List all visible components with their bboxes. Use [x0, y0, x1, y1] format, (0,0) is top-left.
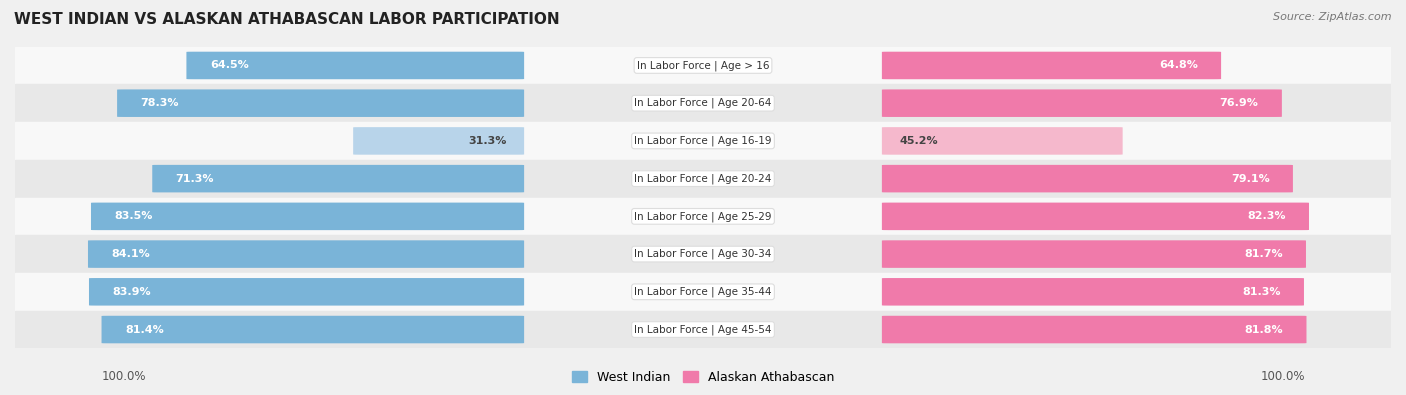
Legend: West Indian, Alaskan Athabascan: West Indian, Alaskan Athabascan	[567, 366, 839, 389]
FancyBboxPatch shape	[882, 240, 1306, 268]
Bar	[15, 47, 1391, 84]
Text: In Labor Force | Age 20-64: In Labor Force | Age 20-64	[634, 98, 772, 109]
Text: 81.8%: 81.8%	[1244, 325, 1284, 335]
Text: 45.2%: 45.2%	[900, 136, 938, 146]
Text: 71.3%: 71.3%	[176, 174, 214, 184]
Text: WEST INDIAN VS ALASKAN ATHABASCAN LABOR PARTICIPATION: WEST INDIAN VS ALASKAN ATHABASCAN LABOR …	[14, 12, 560, 27]
FancyBboxPatch shape	[152, 165, 524, 192]
FancyBboxPatch shape	[117, 89, 524, 117]
Text: In Labor Force | Age 25-29: In Labor Force | Age 25-29	[634, 211, 772, 222]
FancyBboxPatch shape	[882, 165, 1294, 192]
FancyBboxPatch shape	[882, 52, 1220, 79]
Text: 31.3%: 31.3%	[468, 136, 506, 146]
FancyBboxPatch shape	[91, 203, 524, 230]
Text: 84.1%: 84.1%	[111, 249, 150, 259]
Text: In Labor Force | Age 30-34: In Labor Force | Age 30-34	[634, 249, 772, 260]
Bar	[15, 160, 1391, 198]
Text: 100.0%: 100.0%	[1260, 370, 1305, 383]
Text: 81.3%: 81.3%	[1241, 287, 1281, 297]
FancyBboxPatch shape	[882, 278, 1303, 306]
Text: 64.8%: 64.8%	[1159, 60, 1198, 70]
FancyBboxPatch shape	[101, 316, 524, 343]
Bar	[15, 198, 1391, 235]
Text: 78.3%: 78.3%	[141, 98, 179, 108]
FancyBboxPatch shape	[89, 278, 524, 306]
Text: 79.1%: 79.1%	[1230, 174, 1270, 184]
Text: 100.0%: 100.0%	[101, 370, 146, 383]
FancyBboxPatch shape	[882, 316, 1306, 343]
Text: In Labor Force | Age 20-24: In Labor Force | Age 20-24	[634, 173, 772, 184]
Bar	[15, 84, 1391, 122]
Text: 81.4%: 81.4%	[125, 325, 163, 335]
Text: 83.9%: 83.9%	[112, 287, 150, 297]
Text: In Labor Force | Age 35-44: In Labor Force | Age 35-44	[634, 286, 772, 297]
Text: 64.5%: 64.5%	[209, 60, 249, 70]
Bar	[15, 311, 1391, 348]
FancyBboxPatch shape	[353, 127, 524, 155]
FancyBboxPatch shape	[89, 240, 524, 268]
Text: In Labor Force | Age > 16: In Labor Force | Age > 16	[637, 60, 769, 71]
FancyBboxPatch shape	[882, 203, 1309, 230]
Text: 81.7%: 81.7%	[1244, 249, 1282, 259]
Text: 83.5%: 83.5%	[114, 211, 153, 221]
Bar	[15, 235, 1391, 273]
Text: In Labor Force | Age 45-54: In Labor Force | Age 45-54	[634, 324, 772, 335]
Text: 82.3%: 82.3%	[1247, 211, 1285, 221]
Text: In Labor Force | Age 16-19: In Labor Force | Age 16-19	[634, 135, 772, 146]
Bar	[15, 273, 1391, 311]
Bar	[15, 122, 1391, 160]
FancyBboxPatch shape	[187, 52, 524, 79]
FancyBboxPatch shape	[882, 89, 1282, 117]
FancyBboxPatch shape	[882, 127, 1122, 155]
Text: Source: ZipAtlas.com: Source: ZipAtlas.com	[1274, 12, 1392, 22]
Text: 76.9%: 76.9%	[1219, 98, 1258, 108]
